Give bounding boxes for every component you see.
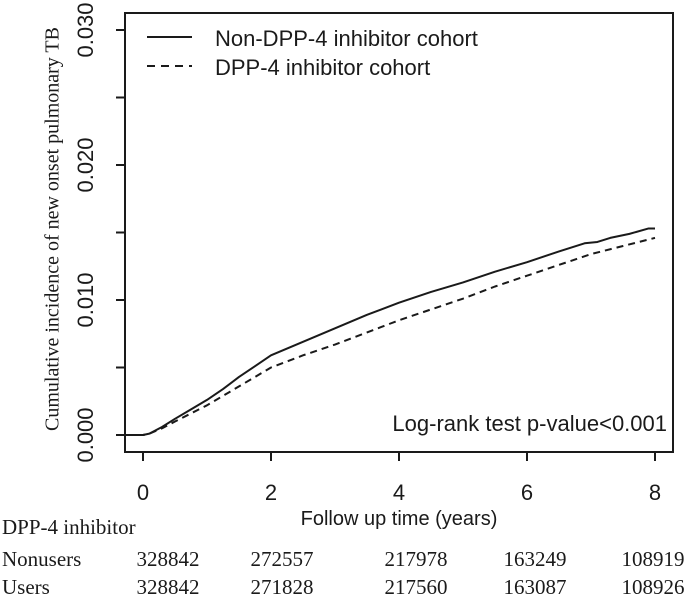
- y-tick-label-0.020: 0.020: [73, 137, 98, 193]
- x-tick-label-2: 2: [264, 480, 278, 505]
- risk-value: 271828: [250, 575, 314, 598]
- x-axis-label: Follow up time (years): [300, 508, 498, 530]
- risk-row-label: Users: [2, 575, 50, 598]
- risk-value: 328842: [136, 575, 200, 598]
- y-tick-label-0.010: 0.010: [73, 272, 98, 328]
- risk-value: 217560: [384, 575, 448, 598]
- risk-value: 328842: [136, 547, 200, 571]
- risk-value: 163249: [503, 547, 567, 571]
- risk-value: 108919: [621, 547, 685, 571]
- risk-value: 108926: [621, 575, 685, 598]
- legend-label-dpp4: DPP-4 inhibitor cohort: [215, 55, 431, 80]
- legend-label-non-dpp4: Non-DPP-4 inhibitor cohort: [215, 26, 478, 51]
- y-tick-label-0.030: 0.030: [73, 2, 98, 58]
- risk-value: 217978: [384, 547, 448, 571]
- log-rank-annotation: Log-rank test p-value<0.001: [392, 411, 667, 436]
- risk-row-label: Nonusers: [2, 547, 82, 571]
- x-tick-label-0: 0: [136, 480, 150, 505]
- risk-value: 163087: [503, 575, 567, 598]
- y-tick-label-0.000: 0.000: [73, 407, 98, 463]
- x-tick-label-4: 4: [392, 480, 406, 505]
- risk-value: 272557: [250, 547, 314, 571]
- x-tick-label-6: 6: [520, 480, 534, 505]
- y-axis-label: Cumulative incidence of new onset pulmon…: [41, 27, 64, 431]
- risk-table-title: DPP-4 inhibitor: [2, 515, 136, 539]
- x-tick-label-8: 8: [648, 480, 662, 505]
